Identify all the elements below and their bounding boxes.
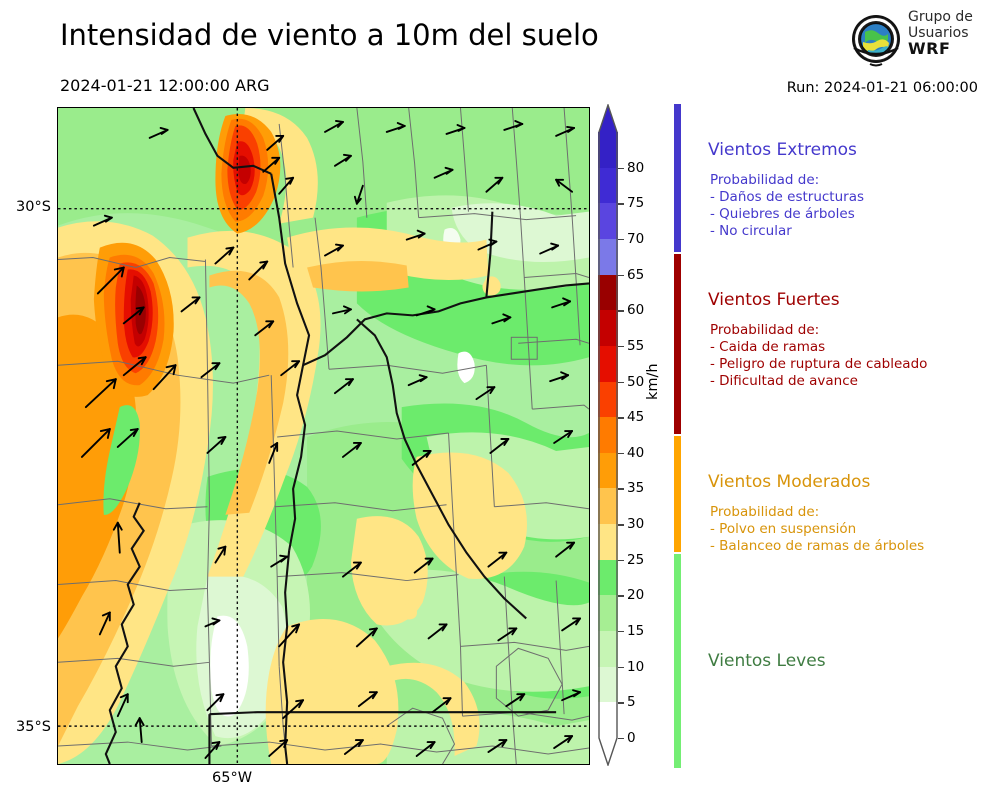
colorbar-tick-label-60: 60 [627, 302, 645, 319]
legend-color-bar [674, 254, 681, 434]
legend-category-details: Probabilidad de: - Daños de estructuras - … [710, 172, 864, 240]
page-title: Intensidad de viento a 10m del suelo [60, 18, 599, 52]
colorbar-tick-50 [618, 381, 624, 383]
legend-color-bar [674, 104, 681, 252]
run-time-label: Run: 2024-01-21 06:00:00 [786, 80, 978, 96]
colorbar-tick-80 [618, 167, 624, 170]
colorbar-tick-label-35: 35 [627, 480, 645, 497]
colorbar-tick-15 [618, 631, 624, 633]
legend-category-0: Vientos Extremos Probabilidad de: - Daños … [674, 104, 994, 252]
legend-item: - Dificultad de avance [710, 373, 858, 389]
colorbar-tick-label-10: 10 [627, 658, 645, 675]
legend-category-2: Vientos Moderados Probabilidad de: - Polvo… [674, 436, 994, 555]
logo-line-2: Usuarios [908, 24, 969, 41]
colorbar-tick-label-20: 20 [627, 587, 645, 604]
colorbar-tick-45 [618, 417, 624, 419]
legend-category-details: Probabilidad de: - Polvo en suspensión - B… [710, 504, 924, 555]
colorbar-extend-arrows [599, 105, 617, 765]
wind-vector-field [80, 120, 581, 759]
colorbar: 0 5 10 15 20 25 30 35 40 45 50 55 60 65 70 75 80 [598, 104, 644, 766]
axis-label-lat-35s: 35°S [16, 719, 51, 735]
legend-category-title: Vientos Leves [708, 651, 826, 671]
legend-item: - Peligro de ruptura de cableado [710, 356, 928, 372]
colorbar-tick-10 [618, 666, 624, 669]
colorbar-tick-label-45: 45 [627, 409, 645, 426]
colorbar-tick-40 [618, 452, 624, 455]
axis-label-lat-30s: 30°S [16, 199, 51, 215]
colorbar-tick-0 [618, 738, 624, 740]
colorbar-tick-5 [618, 702, 624, 704]
wrf-globe-badge-icon [852, 15, 900, 67]
legend-item: - Polvo en suspensión [710, 521, 857, 537]
legend-category-title: Vientos Moderados [708, 472, 871, 492]
colorbar-tick-label-50: 50 [627, 373, 645, 390]
colorbar-tick-label-40: 40 [627, 444, 645, 461]
colorbar-tick-65 [618, 274, 624, 276]
legend-item: - Daños de estructuras [710, 189, 865, 205]
colorbar-unit-label: km/h [645, 363, 661, 400]
legend-intro: Probabilidad de: [710, 322, 820, 338]
colorbar-tick-label-30: 30 [627, 516, 645, 533]
colorbar-tick-label-70: 70 [627, 230, 645, 247]
legend-item: - Balanceo de ramas de árboles [710, 538, 925, 554]
map-canvas [58, 108, 589, 764]
colorbar-tick-label-55: 55 [627, 337, 645, 354]
colorbar-tick-20 [618, 595, 624, 597]
colorbar-tick-55 [618, 345, 624, 348]
colorbar-tick-label-80: 80 [627, 159, 645, 176]
legend-category-title: Vientos Extremos [708, 140, 857, 160]
legend-color-bar [674, 554, 681, 768]
colorbar-tick-60 [618, 310, 624, 312]
logo-text: Grupo de Usuarios WRF [908, 9, 1000, 59]
legend-category-details: Probabilidad de: - Caida de ramas - Peligr… [710, 322, 927, 390]
colorbar-tick-70 [618, 238, 624, 241]
legend-category-3: Vientos Leves [674, 554, 994, 768]
legend-intro: Probabilidad de: [710, 172, 820, 188]
legend-item: - Caida de ramas [710, 339, 826, 355]
wind-intensity-map[interactable] [57, 107, 590, 765]
valid-time-label: 2024-01-21 12:00:00 ARG [60, 76, 270, 95]
wind-category-legend: Vientos Extremos Probabilidad de: - Daños … [674, 104, 994, 769]
colorbar-tick-label-75: 75 [627, 195, 645, 212]
legend-category-1: Vientos Fuertes Probabilidad de: - Caida d… [674, 254, 994, 434]
colorbar-tick-label-65: 65 [627, 266, 645, 283]
colorbar-tick-label-15: 15 [627, 623, 645, 640]
colorbar-tick-35 [618, 488, 624, 490]
legend-item: - Quiebres de árboles [710, 206, 855, 222]
logo-line-3: WRF [908, 39, 951, 58]
legend-item: - No circular [710, 223, 792, 239]
legend-category-title: Vientos Fuertes [708, 290, 840, 310]
colorbar-tick-label-5: 5 [627, 694, 636, 711]
logo: Grupo de Usuarios WRF [848, 9, 1000, 70]
colorbar-tick-30 [618, 524, 624, 526]
legend-intro: Probabilidad de: [710, 504, 820, 520]
colorbar-tick-label-0: 0 [627, 730, 636, 746]
colorbar-tick-label-25: 25 [627, 551, 645, 568]
logo-line-1: Grupo de [908, 9, 973, 25]
axis-label-lon-65w: 65°W [212, 770, 253, 786]
legend-color-bar [674, 436, 681, 552]
colorbar-tick-75 [618, 203, 624, 205]
colorbar-tick-25 [618, 559, 624, 562]
